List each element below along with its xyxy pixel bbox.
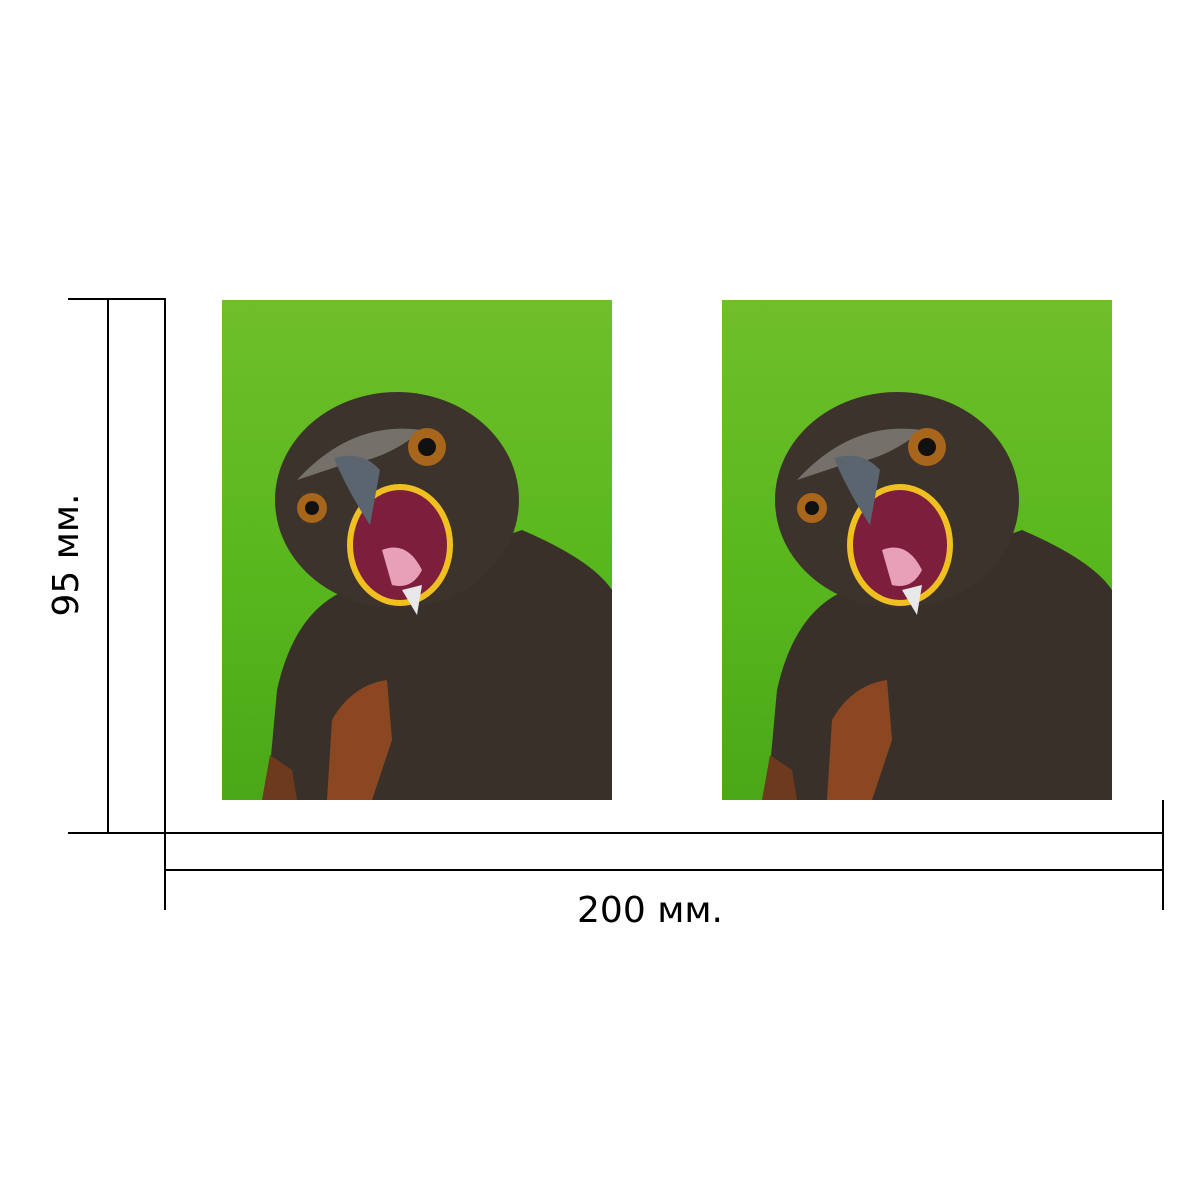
print-image-left <box>222 300 612 800</box>
print-image-right <box>722 300 1112 800</box>
height-label: 95 мм. <box>46 493 87 616</box>
dimension-lines <box>68 298 1164 910</box>
width-label: 200 мм. <box>577 890 723 931</box>
